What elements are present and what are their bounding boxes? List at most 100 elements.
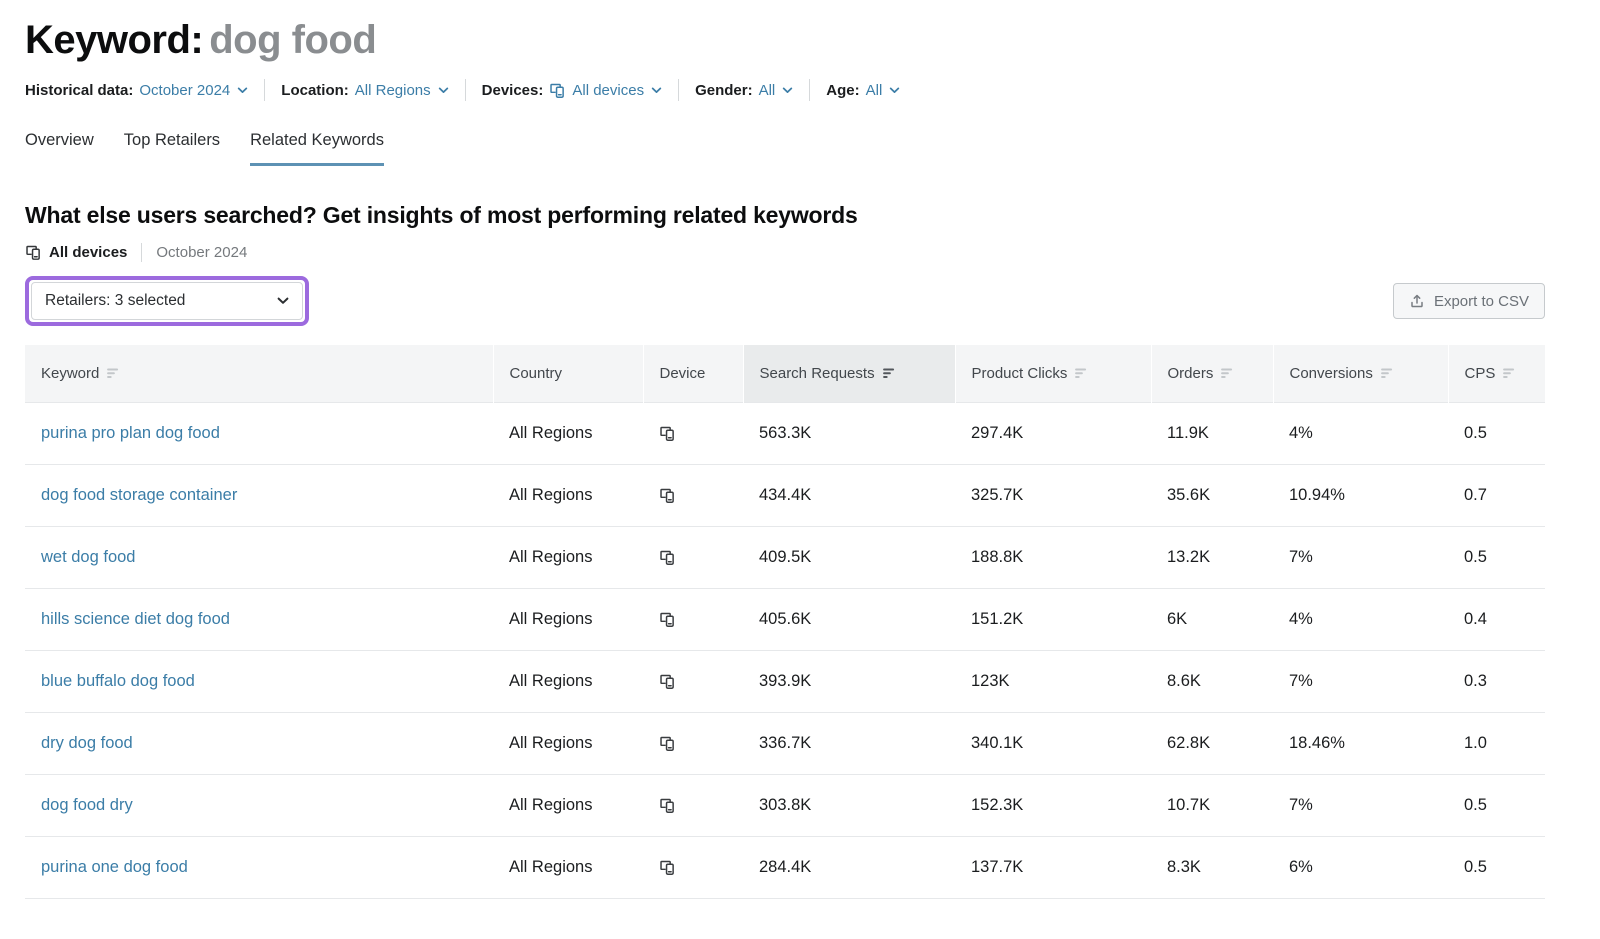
export-csv-button[interactable]: Export to CSV: [1392, 283, 1545, 319]
cps-cell: 0.5: [1448, 526, 1545, 589]
filter-location-label: Location:: [281, 81, 349, 99]
search-requests-cell: 393.9K: [743, 650, 955, 713]
search-requests-cell: 409.5K: [743, 526, 955, 589]
keyword-cell: purina one dog food: [25, 836, 493, 899]
column-label: Country: [509, 364, 563, 382]
all-devices-icon: [659, 673, 743, 690]
filter-devices-value: All devices: [572, 81, 645, 99]
all-devices-icon: [659, 611, 743, 628]
conversions-cell: 10.94%: [1273, 464, 1448, 527]
all-devices-icon: [659, 859, 743, 876]
column-header-keyword[interactable]: Keyword: [25, 345, 493, 402]
section-context: All devices October 2024: [25, 243, 1600, 262]
keyword-link[interactable]: hills science diet dog food: [41, 609, 230, 628]
product-clicks-cell: 137.7K: [955, 836, 1151, 899]
orders-cell: 10.7K: [1151, 774, 1273, 837]
keyword-cell: wet dog food: [25, 526, 493, 589]
tab-overview[interactable]: Overview: [25, 131, 94, 149]
filter-divider: [464, 79, 466, 101]
sort-icon: [107, 368, 120, 379]
sort-icon: [1380, 368, 1394, 379]
conversions-cell: 7%: [1273, 650, 1448, 713]
column-header-device[interactable]: Device: [642, 345, 743, 402]
country-cell: All Regions: [493, 526, 643, 589]
filter-gender-label: Gender:: [695, 81, 753, 99]
filter-age-value: All: [865, 81, 883, 99]
country-cell: All Regions: [493, 712, 643, 775]
product-clicks-cell: 151.2K: [955, 588, 1151, 651]
filter-divider: [264, 79, 266, 101]
sort-icon: [1075, 368, 1088, 379]
device-cell: [643, 526, 743, 589]
column-label: Conversions: [1289, 364, 1373, 382]
page-title: Keyword: dog food: [25, 16, 1600, 64]
search-requests-cell: 303.8K: [743, 774, 955, 837]
keyword-link[interactable]: wet dog food: [41, 547, 136, 566]
controls-row: Retailers: 3 selected Export to CSV: [25, 276, 1545, 326]
all-devices-icon: [659, 425, 743, 442]
tab-top-retailers[interactable]: Top Retailers: [123, 131, 221, 149]
orders-cell: 8.6K: [1151, 650, 1273, 713]
conversions-cell: 7%: [1273, 526, 1448, 589]
filter-age-label: Age:: [826, 81, 860, 99]
filter-location[interactable]: Location: All Regions: [281, 82, 448, 99]
column-header-cps[interactable]: CPS: [1447, 345, 1545, 402]
conversions-cell: 4%: [1273, 401, 1448, 465]
filter-divider: [678, 79, 680, 101]
context-period: October 2024: [156, 244, 248, 261]
orders-cell: 62.8K: [1151, 712, 1273, 775]
chevron-down-icon: [237, 87, 248, 94]
country-cell: All Regions: [493, 588, 643, 651]
filter-divider: [809, 79, 811, 101]
column-label: Keyword: [41, 364, 100, 382]
all-devices-icon: [659, 735, 743, 752]
keyword-cell: blue buffalo dog food: [25, 650, 493, 713]
filter-historical-data[interactable]: Historical data: October 2024: [25, 82, 248, 99]
chevron-down-icon: [277, 297, 289, 305]
table-row: hills science diet dog food All Regions …: [25, 588, 1545, 651]
conversions-cell: 6%: [1273, 836, 1448, 899]
keyword-link[interactable]: purina pro plan dog food: [41, 423, 220, 442]
keyword-link[interactable]: dog food storage container: [41, 485, 238, 504]
table-row: dog food dry All Regions 303.8K 152.3K 1…: [25, 774, 1545, 837]
page-title-keyword: dog food: [209, 18, 377, 62]
keyword-link[interactable]: blue buffalo dog food: [41, 671, 195, 690]
keyword-link[interactable]: purina one dog food: [41, 857, 188, 876]
product-clicks-cell: 340.1K: [955, 712, 1151, 775]
column-header-country[interactable]: Country: [492, 345, 643, 402]
device-cell: [643, 836, 743, 899]
export-icon: [1409, 293, 1425, 309]
keyword-link[interactable]: dry dog food: [41, 733, 133, 752]
column-label: CPS: [1464, 364, 1496, 382]
country-cell: All Regions: [493, 650, 643, 713]
column-header-orders[interactable]: Orders: [1150, 345, 1273, 402]
section-heading: What else users searched? Get insights o…: [25, 202, 858, 228]
device-cell: [643, 650, 743, 713]
tab-related-keywords[interactable]: Related Keywords: [250, 131, 384, 166]
column-header-search-requests[interactable]: Search Requests: [742, 345, 955, 402]
sort-icon: [1503, 368, 1516, 379]
keyword-cell: purina pro plan dog food: [25, 401, 493, 465]
filter-devices[interactable]: Devices: All devices: [482, 82, 662, 99]
table-row: wet dog food All Regions 409.5K 188.8K 1…: [25, 526, 1545, 589]
filter-age[interactable]: Age: All: [826, 82, 900, 99]
filter-bar: Historical data: October 2024 Location: …: [25, 79, 1600, 101]
column-header-product-clicks[interactable]: Product Clicks: [954, 345, 1151, 402]
device-cell: [643, 712, 743, 775]
keyword-link[interactable]: dog food dry: [41, 795, 133, 814]
column-label: Product Clicks: [971, 364, 1068, 382]
product-clicks-cell: 123K: [955, 650, 1151, 713]
conversions-cell: 18.46%: [1273, 712, 1448, 775]
table-row: purina one dog food All Regions 284.4K 1…: [25, 836, 1545, 899]
column-header-conversions[interactable]: Conversions: [1272, 345, 1448, 402]
table-row: dry dog food All Regions 336.7K 340.1K 6…: [25, 712, 1545, 775]
filter-gender[interactable]: Gender: All: [695, 82, 793, 99]
orders-cell: 11.9K: [1151, 401, 1273, 465]
search-requests-cell: 336.7K: [743, 712, 955, 775]
column-label: Orders: [1167, 364, 1214, 382]
device-cell: [643, 401, 743, 465]
cps-cell: 0.5: [1448, 836, 1545, 899]
retailers-dropdown[interactable]: Retailers: 3 selected: [31, 282, 303, 320]
device-cell: [643, 588, 743, 651]
